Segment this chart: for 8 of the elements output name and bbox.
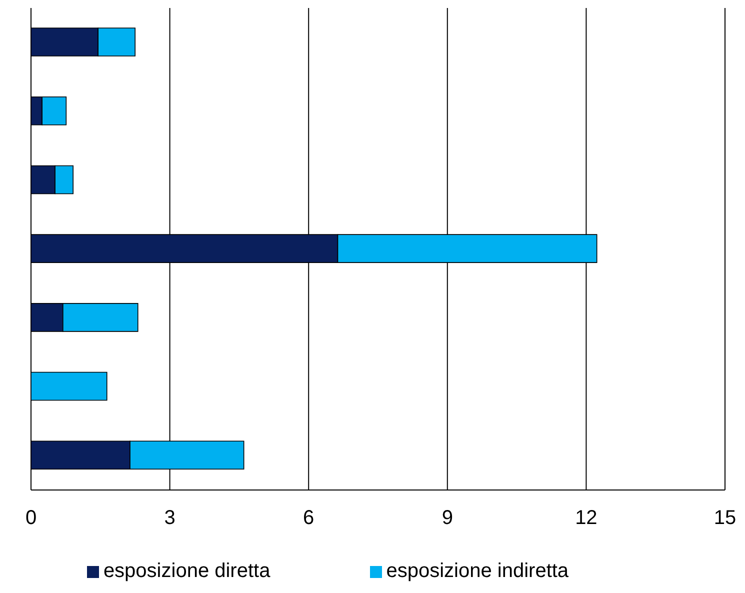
- x-tick-label: 6: [303, 507, 314, 530]
- legend-label: esposizione indiretta: [386, 560, 569, 582]
- x-tick-label: 15: [714, 507, 736, 530]
- x-tick-label: 12: [575, 507, 598, 530]
- x-tick-label: 3: [164, 507, 176, 530]
- x-tick-label: 0: [25, 507, 37, 530]
- x-tick-label: 9: [442, 507, 453, 530]
- legend-label: esposizione diretta: [103, 560, 270, 582]
